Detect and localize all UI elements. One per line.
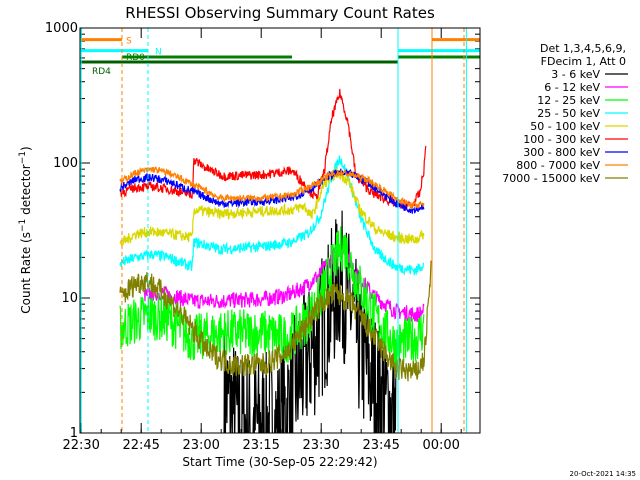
legend-label: 300 - 800 keV xyxy=(523,146,600,159)
series-line xyxy=(119,260,433,382)
legend-label: 800 - 7000 keV xyxy=(516,159,600,172)
flag-label: RD4 xyxy=(92,67,111,77)
footer-timestamp: 20-Oct-2021 14:35 xyxy=(570,470,636,478)
x-tick-label: 22:30 xyxy=(62,438,99,453)
x-tick-label: 23:45 xyxy=(362,438,399,453)
x-tick-label: 00:00 xyxy=(422,438,459,453)
legend-label: 50 - 100 keV xyxy=(530,120,600,133)
y-tick-label: 1000 xyxy=(45,21,78,36)
legend-label: 7000 - 15000 keV xyxy=(502,172,600,185)
flag-label: N xyxy=(155,48,162,58)
x-tick-label: 23:00 xyxy=(182,438,219,453)
flag-label: RD0 xyxy=(126,53,145,63)
legend-label: 3 - 6 keV xyxy=(551,68,600,81)
y-axis-label: Count Rate (s−1 detector−1) xyxy=(18,146,33,313)
legend-label: 25 - 50 keV xyxy=(537,107,600,120)
status-flags: S N RD0 RD4 xyxy=(80,28,480,433)
series-line xyxy=(119,226,425,369)
legend-header: FDecim 1, Att 0 xyxy=(541,55,626,68)
flag-label: S xyxy=(126,37,132,47)
y-tick-label: 10 xyxy=(61,291,78,306)
y-tick-label: 1 xyxy=(70,426,78,441)
x-tick-label: 22:45 xyxy=(122,438,159,453)
series-line xyxy=(119,155,425,276)
x-tick-label: 23:15 xyxy=(242,438,279,453)
legend-header: Det 1,3,4,5,6,9, xyxy=(540,42,626,55)
axis-ticks: 1 10 100 1000 22:30 22:45 23:00 23:15 23:30 23:45… xyxy=(45,21,480,453)
x-axis-label: Start Time (30-Sep-05 22:29:42) xyxy=(182,455,377,469)
series-line xyxy=(143,240,425,322)
plot-frame xyxy=(79,27,481,434)
legend-label: 100 - 300 keV xyxy=(523,133,600,146)
chart-title: RHESSI Observing Summary Count Rates xyxy=(125,4,435,22)
legend: Det 1,3,4,5,6,9,FDecim 1, Att 03 - 6 keV… xyxy=(502,42,628,185)
y-tick-label: 100 xyxy=(53,156,78,171)
legend-label: 6 - 12 keV xyxy=(544,81,600,94)
x-tick-label: 23:30 xyxy=(302,438,339,453)
plot-area xyxy=(119,88,433,433)
series-line xyxy=(119,166,425,210)
legend-label: 12 - 25 keV xyxy=(537,94,600,107)
series-line xyxy=(119,167,425,247)
